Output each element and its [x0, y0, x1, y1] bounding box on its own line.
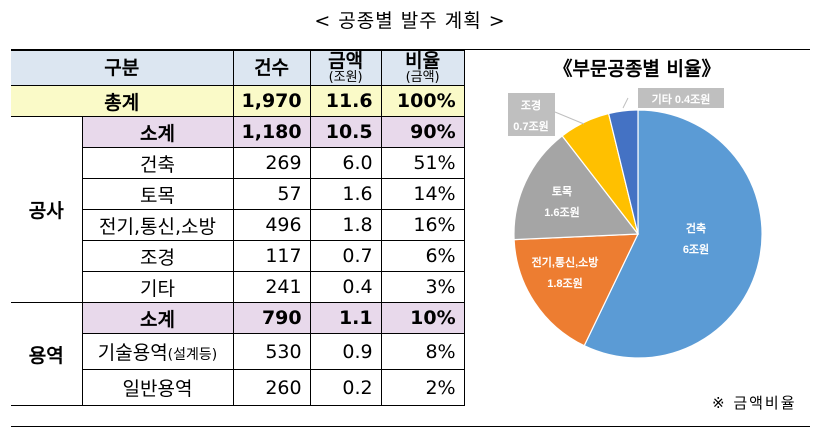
subtotal-amount: 1.1	[309, 302, 382, 334]
row-count: 530	[232, 333, 311, 370]
chart-title: 《부문공종별 비율》	[553, 58, 721, 80]
order-plan-table: 구분 건수 금액 (조원) 비율 (금액) 총계 1,970 11.6 100% 공…	[11, 50, 465, 406]
label-civil-value: 1.6조원	[544, 205, 580, 219]
chart-note: ※ 금액비율	[712, 394, 797, 412]
table-row: 공사 소계 1,180 10.5 90%	[11, 116, 465, 303]
row-ratio: 6%	[380, 240, 465, 272]
row-count: 269	[232, 147, 311, 179]
group-services: 용역	[11, 302, 83, 406]
slice-etc	[607, 109, 639, 235]
row-label-suffix: (설계등)	[167, 347, 218, 363]
row-label: 전기,통신,소방	[82, 209, 234, 241]
table-row: 전기,통신,소방 496 1.8 16%	[11, 209, 465, 241]
header-ratio-label: 비율	[405, 50, 441, 72]
slice-architecture	[583, 109, 763, 359]
table-row: 토목 57 1.6 14%	[11, 178, 465, 210]
header-category: 구분	[11, 50, 234, 86]
group-construction: 공사	[11, 116, 83, 303]
row-amount: 1.8	[309, 209, 382, 241]
total-label: 총계	[11, 85, 234, 117]
leader-line-etc	[622, 97, 629, 109]
header-amount-unit: (조원)	[328, 70, 363, 85]
row-amount: 0.2	[309, 369, 382, 406]
header-ratio-basis: (금액)	[405, 70, 440, 85]
label-box-etc	[638, 88, 724, 108]
header-count: 건수	[232, 50, 311, 86]
label-civil-name: 토목	[552, 185, 572, 198]
slice-electrical	[513, 233, 639, 347]
row-amount: 0.7	[309, 240, 382, 272]
total-ratio: 100%	[380, 85, 465, 117]
subtotal-label: 소계	[81, 116, 234, 148]
row-label-main: 기술용역	[97, 342, 168, 364]
table-row: 조경 117 0.7 6%	[11, 240, 465, 272]
label-electrical-value: 1.8조원	[547, 276, 583, 290]
leader-line-landscape	[554, 111, 585, 125]
subtotal-count: 790	[232, 302, 311, 334]
bottom-rule	[11, 426, 810, 427]
label-architecture-value: 6조원	[683, 242, 709, 256]
label-etc: 기타 0.4조원	[652, 92, 711, 106]
row-ratio: 51%	[380, 147, 465, 179]
total-count: 1,970	[232, 85, 311, 117]
row-count: 117	[232, 240, 311, 272]
label-architecture-name: 건축	[686, 221, 706, 235]
header-amount-label: 금액	[328, 50, 364, 72]
total-amount: 11.6	[309, 85, 382, 117]
slice-civil	[513, 135, 640, 241]
row-ratio: 2%	[380, 369, 465, 406]
row-label: 토목	[82, 178, 234, 210]
total-row: 총계 1,970 11.6 100%	[11, 85, 465, 117]
table-row: 일반용역 260 0.2 2%	[11, 369, 465, 406]
header-amount: 금액 (조원)	[309, 50, 382, 86]
subtotal-count: 1,180	[232, 116, 311, 148]
row-count: 496	[232, 209, 311, 241]
row-count: 260	[232, 369, 311, 406]
row-ratio: 8%	[380, 333, 465, 370]
table-row: 기타 241 0.4 3%	[11, 271, 465, 303]
label-box-landscape	[508, 93, 555, 136]
table-row: 기술용역(설계등) 530 0.9 8%	[11, 333, 465, 370]
row-count: 57	[232, 178, 311, 210]
row-ratio: 14%	[380, 178, 465, 210]
header-ratio: 비율 (금액)	[380, 50, 465, 86]
row-ratio: 3%	[380, 271, 465, 303]
table-row: 용역 소계 790 1.1 10%	[11, 302, 465, 406]
page-title: < 공종별 발주 계획 >	[314, 10, 506, 32]
table-header-row: 구분 건수 금액 (조원) 비율 (금액)	[11, 50, 465, 86]
row-amount: 6.0	[309, 147, 382, 179]
subtotal-ratio: 90%	[380, 116, 465, 148]
subtotal-label: 소계	[81, 302, 234, 334]
label-landscape-value: 0.7조원	[513, 119, 549, 133]
row-label: 기술용역(설계등)	[82, 333, 234, 370]
row-amount: 0.9	[309, 333, 382, 370]
top-rule	[11, 49, 810, 50]
label-electrical-name: 전기,통신,소방	[532, 255, 599, 269]
label-landscape-name: 조경	[521, 98, 541, 112]
